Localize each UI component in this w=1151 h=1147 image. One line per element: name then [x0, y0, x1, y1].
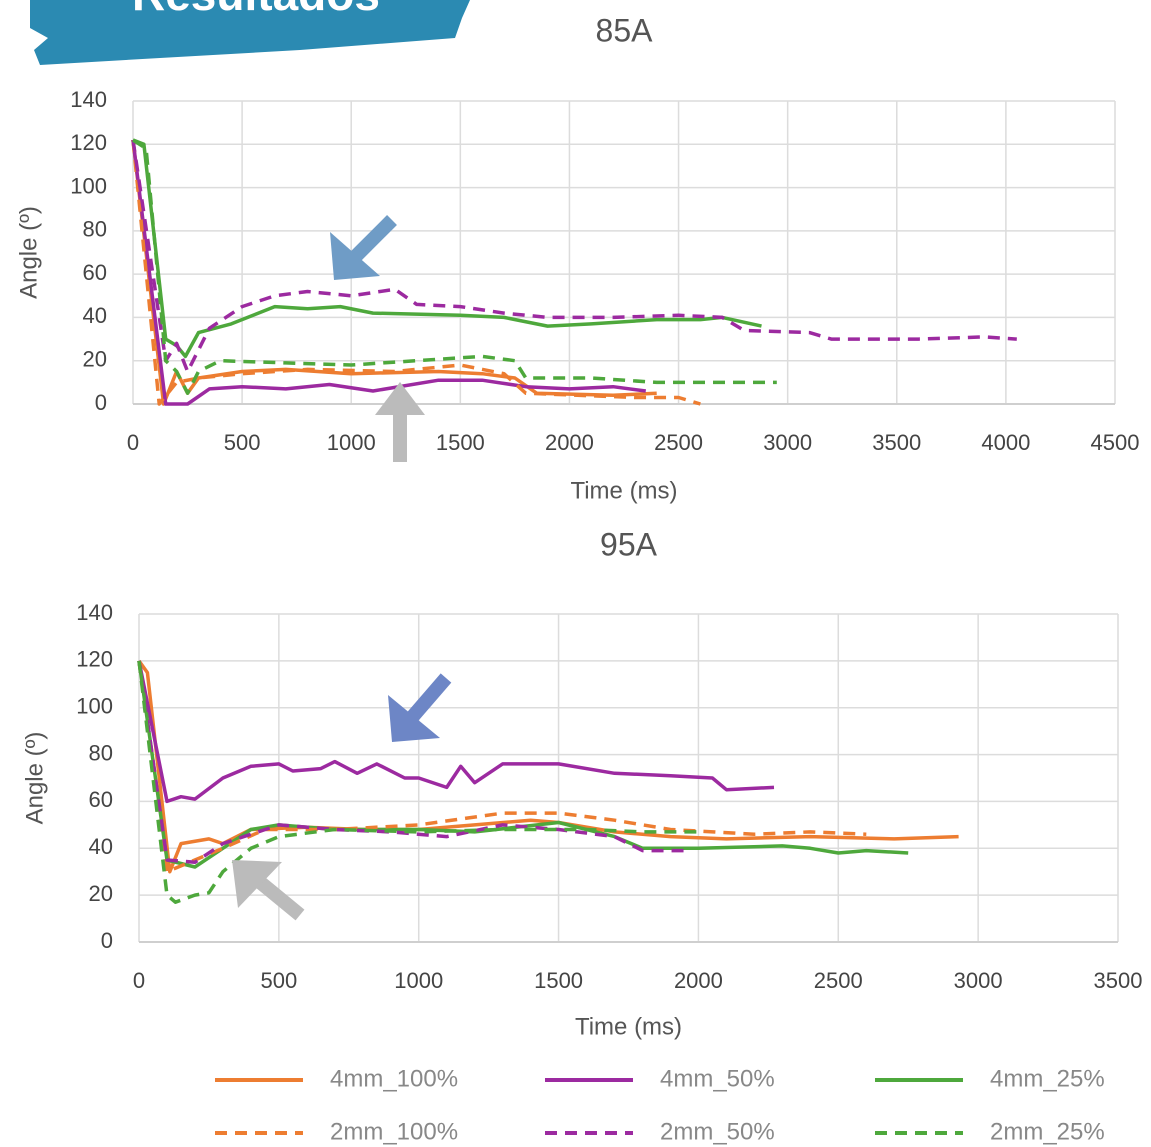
x-tick-label: 1000 — [327, 430, 376, 455]
y-tick-label: 100 — [70, 173, 107, 198]
legend-label: 4mm_50% — [660, 1065, 775, 1092]
x-tick-label: 1500 — [436, 430, 485, 455]
y-tick-label: 80 — [89, 740, 113, 765]
y-tick-label: 140 — [70, 87, 107, 112]
x-tick-label: 3000 — [763, 430, 812, 455]
y-tick-label: 40 — [89, 834, 113, 859]
x-axis-label: Time (ms) — [570, 477, 677, 504]
x-tick-label: 0 — [133, 968, 145, 993]
x-tick-label: 3000 — [954, 968, 1003, 993]
x-tick-label: 3500 — [1094, 968, 1143, 993]
legend-label: 4mm_100% — [330, 1065, 458, 1092]
data-line — [132, 138, 762, 359]
data-line — [132, 138, 777, 395]
y-tick-label: 60 — [83, 260, 107, 285]
x-tick-label: 4500 — [1091, 430, 1140, 455]
legend-label: 4mm_25% — [990, 1065, 1105, 1092]
data-line — [131, 139, 701, 406]
y-tick-label: 120 — [76, 647, 113, 672]
x-tick-label: 500 — [224, 430, 261, 455]
data-line — [137, 660, 867, 874]
y-tick-label: 100 — [76, 694, 113, 719]
blue-arrow — [330, 215, 397, 280]
chart-title: 95A — [600, 526, 658, 562]
y-tick-label: 20 — [83, 347, 107, 372]
annotation-arrows — [232, 215, 452, 921]
y-tick-label: 60 — [89, 787, 113, 812]
x-tick-label: 1000 — [394, 968, 443, 993]
gray-arrow — [375, 382, 425, 462]
y-tick-label: 40 — [83, 303, 107, 328]
y-tick-label: 20 — [89, 881, 113, 906]
banner: Resultados — [30, 0, 470, 65]
data-line — [137, 660, 685, 865]
data-line — [131, 139, 1017, 374]
x-axis-label: Time (ms) — [575, 1013, 682, 1040]
x-tick-label: 0 — [127, 430, 139, 455]
banner-text: Resultados — [132, 0, 380, 20]
x-tick-label: 2500 — [814, 968, 863, 993]
y-tick-label: 80 — [83, 217, 107, 242]
banner-shape — [30, 0, 470, 65]
chart-title: 85A — [596, 12, 654, 48]
data-line — [137, 660, 699, 904]
x-tick-label: 2500 — [654, 430, 703, 455]
y-tick-label: 120 — [70, 130, 107, 155]
blue-arrow — [388, 673, 452, 742]
x-tick-label: 500 — [260, 968, 297, 993]
y-tick-label: 140 — [76, 600, 113, 625]
legend-label: 2mm_25% — [990, 1118, 1105, 1145]
y-axis-label: Angle (º) — [15, 206, 42, 299]
y-tick-label: 0 — [101, 928, 113, 953]
gray-arrow — [232, 860, 305, 921]
x-tick-label: 1500 — [534, 968, 583, 993]
data-line — [131, 139, 647, 406]
x-tick-label: 3500 — [872, 430, 921, 455]
x-tick-label: 4000 — [981, 430, 1030, 455]
legend-label: 2mm_50% — [660, 1118, 775, 1145]
y-axis-label: Angle (º) — [21, 732, 48, 825]
data-line — [137, 660, 775, 804]
x-tick-label: 2000 — [674, 968, 723, 993]
legend-label: 2mm_100% — [330, 1118, 458, 1145]
y-tick-label: 0 — [95, 390, 107, 415]
x-tick-label: 2000 — [545, 430, 594, 455]
